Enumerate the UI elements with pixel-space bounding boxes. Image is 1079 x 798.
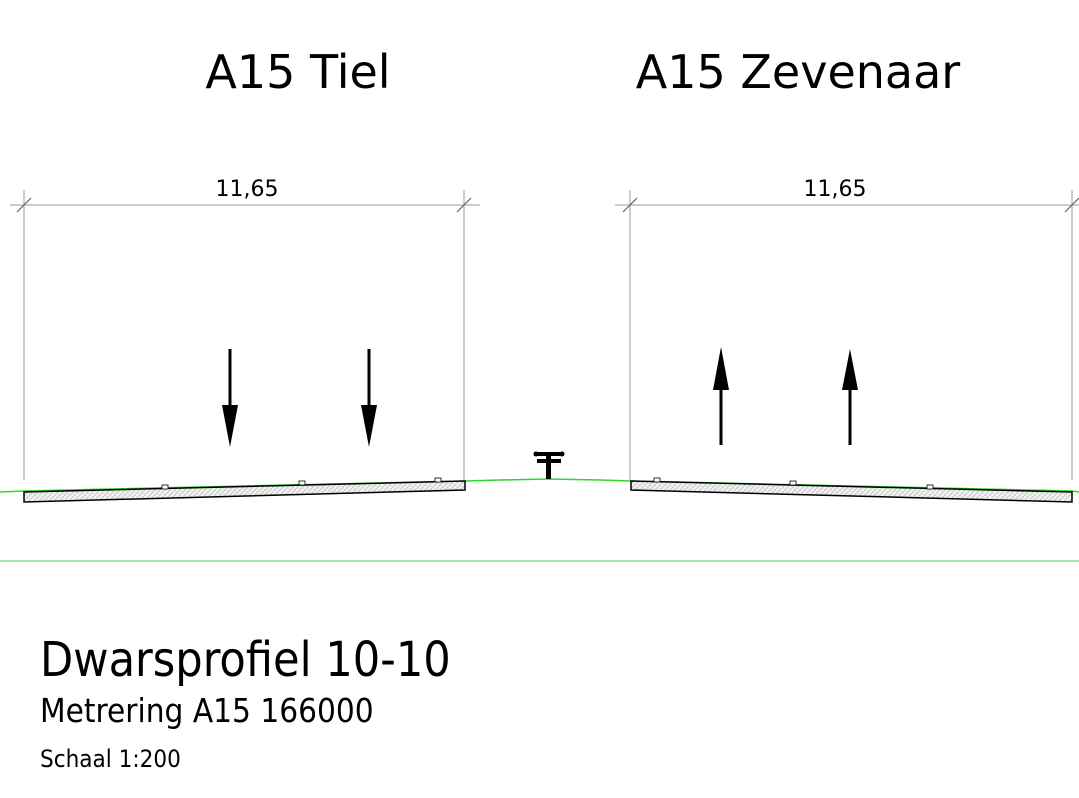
lane-marking [161,484,169,490]
pavement-right [630,480,1073,503]
pavement-left [23,480,466,503]
drawing-subtitle: Metrering A15 166000 [40,691,374,730]
dimension-label-left: 11,65 [216,177,279,202]
lane-marking [653,477,661,483]
drawing-scale: Schaal 1:200 [40,745,181,773]
lane-arrow-right-1-up-icon [713,347,729,445]
lane-arrow-left-2-down-icon [361,349,377,447]
heading-right: A15 Zevenaar [636,45,960,99]
lane-marking [298,480,306,486]
drawing-title: Dwarsprofiel 10-10 [40,632,451,688]
lane-arrow-left-1-down-icon [222,349,238,447]
dimension-tick [16,197,32,213]
lane-arrow-right-2-up-icon [842,349,858,445]
lane-marking [926,484,934,490]
median-guardrail-icon [533,451,565,479]
dimension-tick [456,197,472,213]
dimension-left: 11,65 [10,177,480,480]
dimension-tick [622,197,638,213]
dimension-label-right: 11,65 [804,177,867,202]
dimension-right: 11,65 [615,177,1079,480]
heading-left: A15 Tiel [205,45,390,99]
lane-marking [789,480,797,486]
dimension-tick [1064,197,1079,213]
lane-marking [434,477,442,483]
